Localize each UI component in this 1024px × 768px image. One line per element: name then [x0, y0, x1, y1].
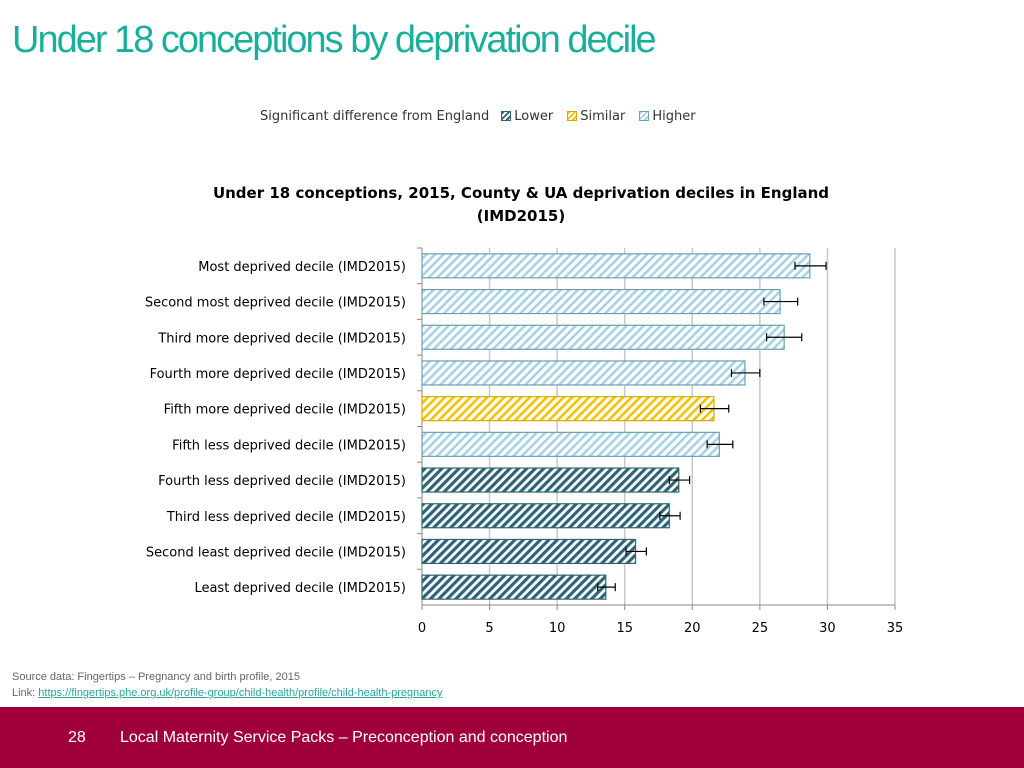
bar-similar [421, 396, 715, 422]
category-label: Third less deprived decile (IMD2015) [166, 510, 406, 525]
bar-lower [421, 503, 670, 529]
category-label: Least deprived decile (IMD2015) [194, 581, 406, 596]
bar-lower [421, 574, 607, 600]
category-label: Fourth more deprived decile (IMD2015) [150, 367, 406, 382]
bar-higher [421, 324, 785, 350]
page-title: Under 18 conceptions by deprivation deci… [12, 19, 657, 61]
category-label: Third more deprived decile (IMD2015) [157, 331, 406, 346]
bar-chart: Under 18 conceptions, 2015, County & UA … [145, 184, 904, 636]
legend-item-lower: Lower [501, 109, 553, 124]
legend-item-higher: Higher [639, 108, 696, 124]
bar-lower [421, 467, 680, 493]
bar-higher [421, 360, 746, 386]
legend-swatch-similar [567, 111, 578, 121]
page-number: 28 [68, 729, 86, 746]
source-text: Source data: Fingertips – Pregnancy and … [12, 671, 301, 683]
x-tick-label: 0 [418, 621, 426, 636]
category-label: Fifth less deprived decile (IMD2015) [172, 438, 406, 453]
legend-swatch-lower [501, 111, 512, 121]
bar-lower [421, 538, 637, 565]
bar-higher [421, 431, 720, 457]
category-label: Fifth more deprived decile (IMD2015) [164, 403, 406, 418]
bar-higher [421, 253, 811, 279]
source-note: Source data: Fingertips – Pregnancy and … [12, 669, 442, 701]
x-tick-label: 15 [616, 621, 633, 636]
source-link-line: Link: https://fingertips.phe.org.uk/prof… [12, 685, 442, 701]
chart-title-line2: (IMD2015) [477, 207, 565, 225]
chart-legend: Significant difference from England Lowe… [260, 107, 710, 125]
x-tick-label: 10 [549, 621, 566, 636]
legend-label: Significant difference from England [260, 108, 490, 124]
x-tick-label: 25 [752, 621, 769, 636]
source-link-label: Link: [12, 687, 39, 699]
legend-text-lower: Lower [514, 108, 554, 124]
category-label: Second least deprived decile (IMD2015) [146, 545, 406, 560]
legend-text-higher: Higher [652, 108, 696, 124]
footer-bar: 28 Local Maternity Service Packs – Preco… [0, 707, 1024, 768]
source-link[interactable]: https://fingertips.phe.org.uk/profile-gr… [38, 687, 443, 699]
category-label: Fourth less deprived decile (IMD2015) [158, 474, 406, 489]
legend-text-similar: Similar [580, 108, 626, 124]
category-label: Most deprived decile (IMD2015) [198, 260, 406, 275]
x-tick-label: 20 [684, 621, 701, 636]
category-label: Second most deprived decile (IMD2015) [145, 296, 406, 311]
legend-item-similar: Similar [567, 109, 625, 124]
x-tick-label: 5 [485, 621, 493, 636]
x-tick-label: 35 [887, 621, 904, 636]
chart-title-line1: Under 18 conceptions, 2015, County & UA … [213, 184, 829, 202]
bar-higher [421, 288, 781, 315]
legend-swatch-higher [639, 111, 650, 121]
x-tick-label: 30 [819, 621, 836, 636]
footer-text: Local Maternity Service Packs – Preconce… [120, 729, 568, 746]
